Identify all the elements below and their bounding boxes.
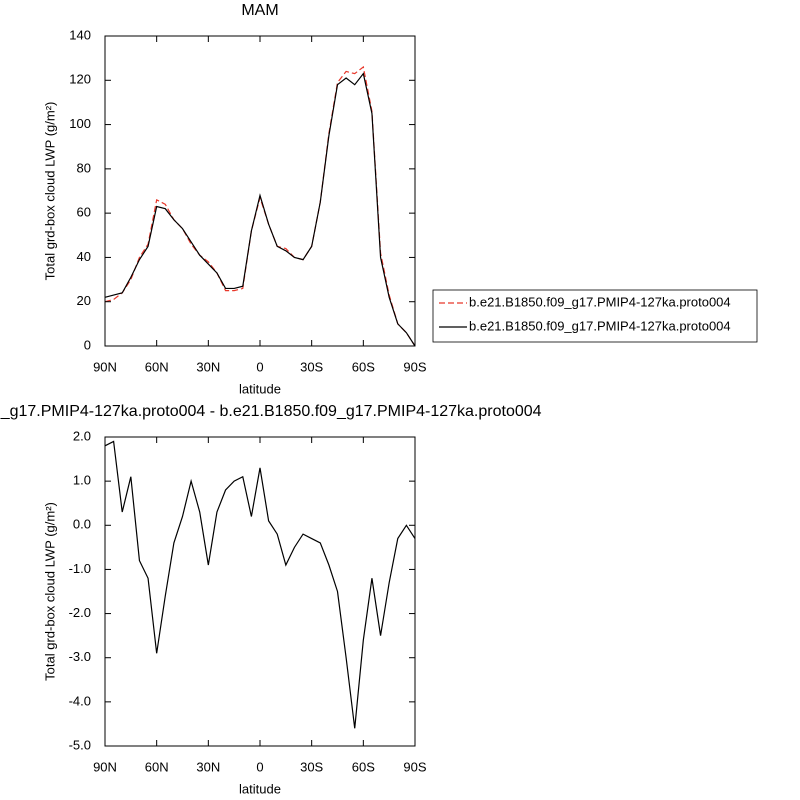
- y-axis-label: Total grd-box cloud LWP (g/m²): [42, 502, 57, 681]
- x-tick-label: 60S: [352, 359, 375, 374]
- x-tick-label: 30N: [196, 359, 220, 374]
- y-tick-label: -4.0: [69, 693, 91, 708]
- x-tick-label: 60N: [145, 759, 169, 774]
- y-tick-label: 40: [77, 249, 91, 264]
- y-tick-label: 140: [69, 27, 91, 42]
- x-tick-label: 0: [256, 359, 263, 374]
- x-tick-label: 60S: [352, 759, 375, 774]
- y-tick-label: -1.0: [69, 561, 91, 576]
- y-axis-label: Total grd-box cloud LWP (g/m²): [42, 102, 57, 281]
- x-tick-label: 30S: [300, 759, 323, 774]
- chart-title: MAM: [241, 2, 278, 19]
- y-tick-label: -5.0: [69, 737, 91, 752]
- legend-box: [432, 289, 758, 343]
- x-tick-label: 90N: [93, 759, 117, 774]
- y-tick-label: 0.0: [73, 517, 91, 532]
- y-tick-label: 80: [77, 160, 91, 175]
- x-tick-label: 90N: [93, 359, 117, 374]
- y-tick-label: 120: [69, 72, 91, 87]
- y-tick-label: 20: [77, 293, 91, 308]
- x-tick-label: 30N: [196, 759, 220, 774]
- y-tick-label: 2.0: [73, 428, 91, 443]
- legend-label: b.e21.B1850.f09_g17.PMIP4-127ka.proto004: [469, 318, 731, 333]
- y-tick-label: 60: [77, 205, 91, 220]
- x-tick-label: 90S: [403, 359, 426, 374]
- plot-frame: [104, 35, 416, 347]
- y-tick-label: 0: [84, 337, 91, 352]
- y-tick-label: -3.0: [69, 649, 91, 664]
- y-tick-label: 100: [69, 116, 91, 131]
- plot-frame: [104, 436, 416, 747]
- data-line: [104, 72, 416, 347]
- x-tick-label: 60N: [145, 359, 169, 374]
- x-tick-label: 30S: [300, 359, 323, 374]
- data-line: [104, 65, 416, 347]
- y-tick-label: -2.0: [69, 605, 91, 620]
- y-tick-label: 1.0: [73, 473, 91, 488]
- data-line: [104, 440, 416, 729]
- x-tick-label: 0: [256, 759, 263, 774]
- x-tick-label: 90S: [403, 759, 426, 774]
- x-axis-label: latitude: [239, 381, 281, 396]
- legend-label: b.e21.B1850.f09_g17.PMIP4-127ka.proto004: [469, 294, 731, 309]
- chart-title: f09_g17.PMIP4-127ka.proto004 - b.e21.B18…: [0, 403, 542, 420]
- x-axis-label: latitude: [239, 781, 281, 796]
